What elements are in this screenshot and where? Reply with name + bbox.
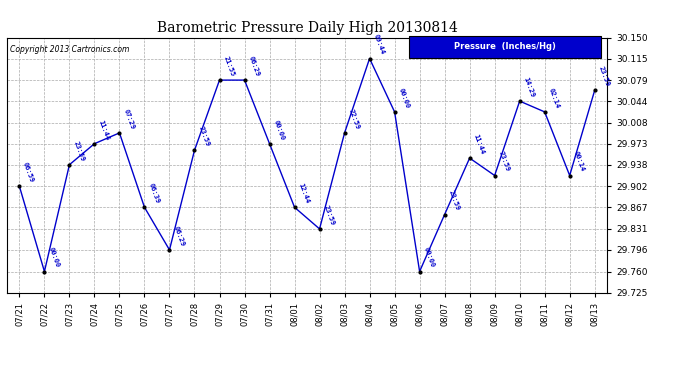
Text: 06:29: 06:29	[247, 55, 260, 77]
Text: 22:59: 22:59	[347, 108, 360, 130]
Text: 14:29: 14:29	[522, 76, 535, 98]
Text: 06:29: 06:29	[172, 225, 185, 247]
Text: 11:44: 11:44	[473, 133, 485, 155]
Text: 06:39: 06:39	[147, 183, 160, 204]
Text: 00:14: 00:14	[573, 151, 585, 173]
Text: 09:44: 09:44	[373, 34, 385, 56]
Text: 21:55: 21:55	[222, 55, 235, 77]
Text: 23:59: 23:59	[197, 126, 210, 147]
Text: 00:00: 00:00	[422, 247, 435, 269]
Text: 23:59: 23:59	[447, 190, 460, 212]
Text: Pressure  (Inches/Hg): Pressure (Inches/Hg)	[454, 42, 556, 51]
Text: 00:00: 00:00	[47, 247, 60, 269]
FancyBboxPatch shape	[409, 36, 601, 58]
Text: 23:59: 23:59	[72, 140, 85, 162]
Title: Barometric Pressure Daily High 20130814: Barometric Pressure Daily High 20130814	[157, 21, 457, 35]
Text: 06:59: 06:59	[22, 162, 35, 183]
Text: 12:44: 12:44	[297, 183, 310, 204]
Text: Copyright 2013 Cartronics.com: Copyright 2013 Cartronics.com	[10, 45, 129, 54]
Text: 00:00: 00:00	[397, 87, 411, 109]
Text: 02:14: 02:14	[547, 87, 560, 109]
Text: 11:44: 11:44	[97, 119, 110, 141]
Text: 00:00: 00:00	[273, 119, 285, 141]
Text: 23:59: 23:59	[497, 151, 511, 173]
Text: 23:59: 23:59	[598, 66, 611, 87]
Text: 23:59: 23:59	[322, 204, 335, 226]
Text: 07:29: 07:29	[122, 108, 135, 130]
